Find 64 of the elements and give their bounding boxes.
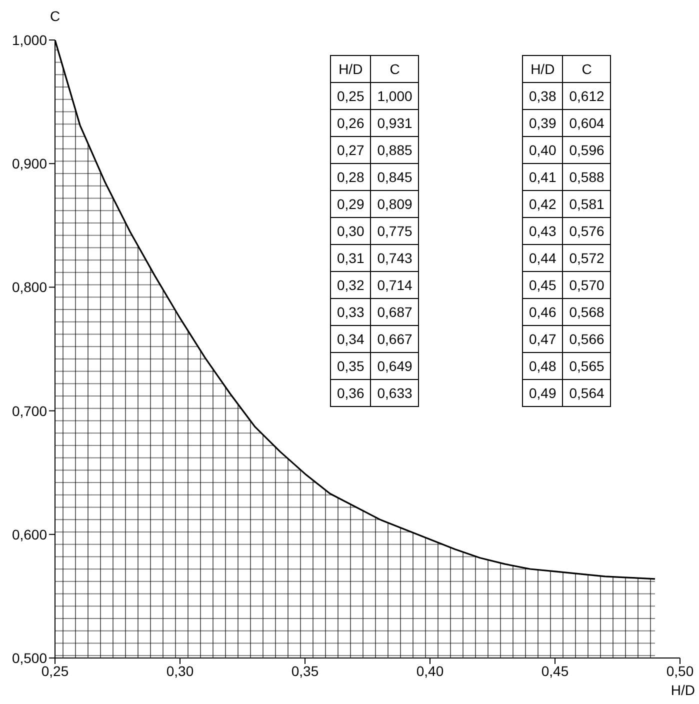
annotation: 1,000 bbox=[370, 82, 419, 110]
annotation: 0,568 bbox=[562, 298, 611, 326]
y-axis-title: C bbox=[50, 8, 60, 24]
annotation: 0,566 bbox=[562, 326, 611, 352]
annotation: 0,775 bbox=[370, 218, 419, 244]
annotation: 0,596 bbox=[562, 136, 611, 164]
annotation: 0,41 bbox=[522, 164, 563, 190]
y-tick-label: 1,000 bbox=[12, 32, 48, 48]
annotation: 0,44 bbox=[522, 244, 563, 272]
annotation: H/D bbox=[522, 56, 563, 82]
annotation: 0,39 bbox=[522, 110, 563, 136]
x-axis-title: H/D bbox=[670, 682, 695, 698]
annotation: 0,885 bbox=[370, 136, 419, 164]
annotation: 0,565 bbox=[562, 352, 611, 380]
annotation: 0,27 bbox=[330, 136, 371, 164]
annotation: 0,581 bbox=[562, 190, 611, 218]
annotation: 0,576 bbox=[562, 218, 611, 244]
annotation: 0,46 bbox=[522, 298, 563, 326]
annotation: 0,43 bbox=[522, 218, 563, 244]
y-tick-label: 0,600 bbox=[12, 526, 48, 542]
annotation: 0,633 bbox=[370, 380, 419, 406]
x-tick-label: 0,45 bbox=[541, 662, 569, 679]
annotation: 0,570 bbox=[562, 272, 611, 298]
annotation: 0,49 bbox=[522, 380, 563, 406]
annotation: 0,35 bbox=[330, 352, 371, 380]
annotation: 0,29 bbox=[330, 190, 371, 218]
x-tick-label: 0,50 bbox=[666, 662, 694, 679]
annotation: 0,714 bbox=[370, 272, 419, 298]
annotation: 0,25 bbox=[330, 82, 371, 110]
annotation: 0,45 bbox=[522, 272, 563, 298]
annotation: 0,604 bbox=[562, 110, 611, 136]
annotation: 0,28 bbox=[330, 164, 371, 190]
annotation: 0,34 bbox=[330, 326, 371, 352]
annotation: 0,588 bbox=[562, 164, 611, 190]
annotation: 0,667 bbox=[370, 326, 419, 352]
annotation: C bbox=[370, 56, 419, 82]
annotation: 0,30 bbox=[330, 218, 371, 244]
annotation: 0,687 bbox=[370, 298, 419, 326]
annotation: 0,845 bbox=[370, 164, 419, 190]
annotation: 0,38 bbox=[522, 82, 563, 110]
annotation: 0,649 bbox=[370, 352, 419, 380]
annotation: 0,931 bbox=[370, 110, 419, 136]
annotation: 0,31 bbox=[330, 244, 371, 272]
annotation: 0,33 bbox=[330, 298, 371, 326]
y-tick-label: 0,700 bbox=[12, 402, 48, 419]
annotation: 0,42 bbox=[522, 190, 563, 218]
annotation: 0,809 bbox=[370, 190, 419, 218]
annotation: 0,26 bbox=[330, 110, 371, 136]
x-tick-label: 0,35 bbox=[291, 662, 319, 679]
x-tick-label: 0,30 bbox=[166, 662, 194, 679]
annotation: 0,564 bbox=[562, 380, 611, 406]
y-tick-label: 0,800 bbox=[12, 279, 48, 296]
annotation: 0,48 bbox=[522, 352, 563, 380]
x-tick-label: 0,40 bbox=[416, 662, 444, 679]
annotation: 0,572 bbox=[562, 244, 611, 272]
annotation: 0,36 bbox=[330, 380, 371, 406]
annotation: C bbox=[562, 56, 611, 82]
annotation: 0,47 bbox=[522, 326, 563, 352]
annotation: 0,40 bbox=[522, 136, 563, 164]
annotation: 0,743 bbox=[370, 244, 419, 272]
annotation: 0,612 bbox=[562, 82, 611, 110]
annotation: 0,32 bbox=[330, 272, 371, 298]
y-tick-label: 0,900 bbox=[12, 156, 48, 172]
annotation: H/D bbox=[330, 56, 371, 82]
